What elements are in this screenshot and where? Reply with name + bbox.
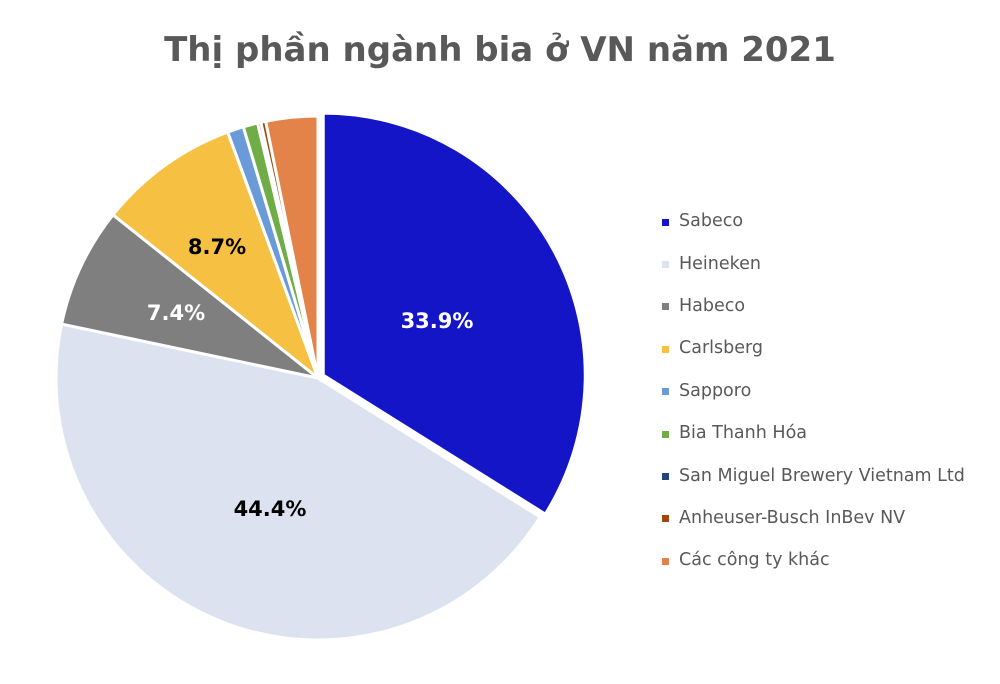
slice-label-carlsberg: 8.7% bbox=[187, 235, 247, 259]
legend-item-heineken: Heineken bbox=[662, 242, 965, 284]
pie-slice-carlsberg bbox=[110, 130, 322, 383]
legend-item-san-miguel: San Miguel Brewery Vietnam Ltd bbox=[662, 454, 965, 496]
slice-label-heineken: 44.4% bbox=[233, 497, 307, 521]
legend-item-sabeco: Sabeco bbox=[662, 200, 965, 242]
pie-slice-heineken bbox=[54, 322, 543, 642]
legend-swatch bbox=[662, 430, 669, 438]
legend-item-sapporo: Sapporo bbox=[662, 370, 965, 412]
legend-swatch bbox=[662, 345, 669, 353]
legend-item-bia-thanh-hoa: Bia Thanh Hóa bbox=[662, 412, 965, 454]
legend-swatch bbox=[662, 557, 669, 565]
legend-item-habeco: Habeco bbox=[662, 285, 965, 327]
legend-swatch bbox=[662, 515, 669, 523]
legend-swatch bbox=[662, 218, 669, 226]
legend-item-ab-inbev: Anheuser-Busch InBev NV bbox=[662, 497, 965, 539]
pie-slice-sabeco bbox=[321, 111, 587, 517]
slice-label-sabeco: 33.9% bbox=[400, 309, 474, 333]
legend: Sabeco Heineken Habeco Carlsberg Sapporo… bbox=[662, 200, 965, 582]
legend-swatch bbox=[662, 388, 669, 396]
pie-slice-c-c-c-ng-ty-kh-c bbox=[263, 114, 320, 379]
legend-swatch bbox=[662, 261, 669, 269]
legend-swatch bbox=[662, 473, 669, 481]
pie-slice-habeco bbox=[59, 212, 319, 380]
legend-item-carlsberg: Carlsberg bbox=[662, 327, 965, 369]
chart-title: Thị phần ngành bia ở VN năm 2021 bbox=[164, 30, 836, 70]
slice-label-habeco: 7.4% bbox=[146, 301, 206, 325]
legend-item-others: Các công ty khác bbox=[662, 539, 965, 581]
legend-swatch bbox=[662, 303, 669, 311]
